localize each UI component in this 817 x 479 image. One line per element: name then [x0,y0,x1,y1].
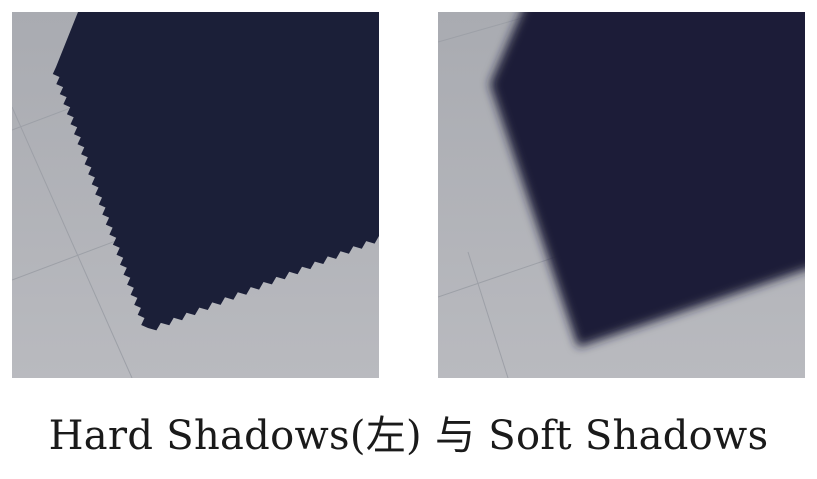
hard-shadow-shape [52,12,379,331]
soft-shadows-render [438,12,805,378]
soft-shadow-shape [490,12,805,347]
hard-shadows-render [12,12,379,378]
hard-shadows-image [12,12,379,378]
comparison-caption: Hard Shadows(左) 与 Soft Shadows [48,413,769,459]
soft-shadows-image [438,12,805,378]
